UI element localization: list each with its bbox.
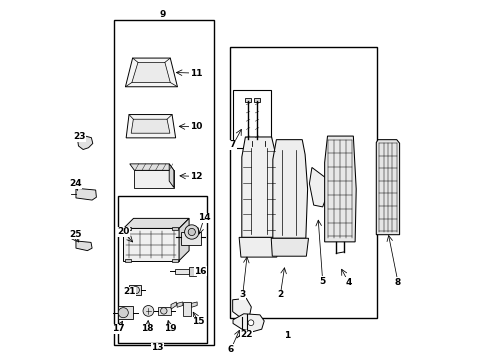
Polygon shape <box>177 302 183 307</box>
Text: 12: 12 <box>189 172 202 181</box>
Text: 8: 8 <box>394 278 400 287</box>
Bar <box>233 90 271 148</box>
Polygon shape <box>124 259 130 262</box>
Polygon shape <box>181 232 201 244</box>
Polygon shape <box>76 188 96 200</box>
Text: 25: 25 <box>69 230 81 239</box>
Polygon shape <box>191 302 197 307</box>
Text: 17: 17 <box>112 324 124 333</box>
Text: 9: 9 <box>159 10 165 19</box>
Text: 20: 20 <box>117 228 129 237</box>
Bar <box>118 196 206 343</box>
Polygon shape <box>233 314 264 332</box>
Circle shape <box>188 228 195 235</box>
Text: 4: 4 <box>345 278 351 287</box>
Polygon shape <box>232 298 251 317</box>
Text: 11: 11 <box>189 69 202 78</box>
Text: 21: 21 <box>122 287 135 296</box>
Text: 1: 1 <box>283 332 289 341</box>
Text: 15: 15 <box>192 317 204 326</box>
Bar <box>230 47 376 318</box>
Polygon shape <box>131 119 169 133</box>
Polygon shape <box>179 219 189 261</box>
Polygon shape <box>324 136 355 242</box>
Text: 16: 16 <box>194 267 206 276</box>
Bar <box>113 21 214 345</box>
Text: 19: 19 <box>163 324 176 333</box>
Polygon shape <box>125 58 177 87</box>
Text: 13: 13 <box>151 343 163 352</box>
Polygon shape <box>78 135 93 149</box>
Polygon shape <box>118 306 133 319</box>
Polygon shape <box>76 241 92 251</box>
Polygon shape <box>172 226 178 230</box>
Polygon shape <box>128 285 141 296</box>
Polygon shape <box>132 62 170 82</box>
Text: 24: 24 <box>69 179 81 188</box>
Text: 10: 10 <box>189 122 202 131</box>
Circle shape <box>247 320 253 325</box>
Polygon shape <box>239 237 279 257</box>
Text: 23: 23 <box>73 132 85 141</box>
Circle shape <box>132 287 139 294</box>
Text: 7: 7 <box>229 140 236 149</box>
Polygon shape <box>134 170 174 188</box>
Polygon shape <box>254 98 260 102</box>
Text: 22: 22 <box>240 330 252 339</box>
Polygon shape <box>126 114 175 138</box>
Polygon shape <box>124 226 130 230</box>
Text: 5: 5 <box>319 276 325 285</box>
Polygon shape <box>171 302 176 309</box>
Polygon shape <box>169 164 174 188</box>
Polygon shape <box>271 238 308 256</box>
Polygon shape <box>244 98 250 102</box>
Circle shape <box>142 306 153 316</box>
Polygon shape <box>123 228 179 261</box>
Text: 2: 2 <box>277 290 283 299</box>
Circle shape <box>160 308 167 314</box>
Polygon shape <box>241 137 277 237</box>
Text: 6: 6 <box>227 345 234 354</box>
Polygon shape <box>272 140 307 238</box>
Polygon shape <box>123 219 189 228</box>
Text: 14: 14 <box>198 213 210 222</box>
Circle shape <box>118 308 128 318</box>
Polygon shape <box>174 269 188 274</box>
Text: 18: 18 <box>141 324 154 333</box>
Polygon shape <box>129 164 174 170</box>
Polygon shape <box>172 259 178 262</box>
Polygon shape <box>158 307 171 315</box>
Text: 3: 3 <box>239 290 245 299</box>
Polygon shape <box>376 140 399 235</box>
Polygon shape <box>188 267 196 276</box>
Polygon shape <box>309 167 326 207</box>
Polygon shape <box>183 302 191 316</box>
Circle shape <box>184 225 199 239</box>
